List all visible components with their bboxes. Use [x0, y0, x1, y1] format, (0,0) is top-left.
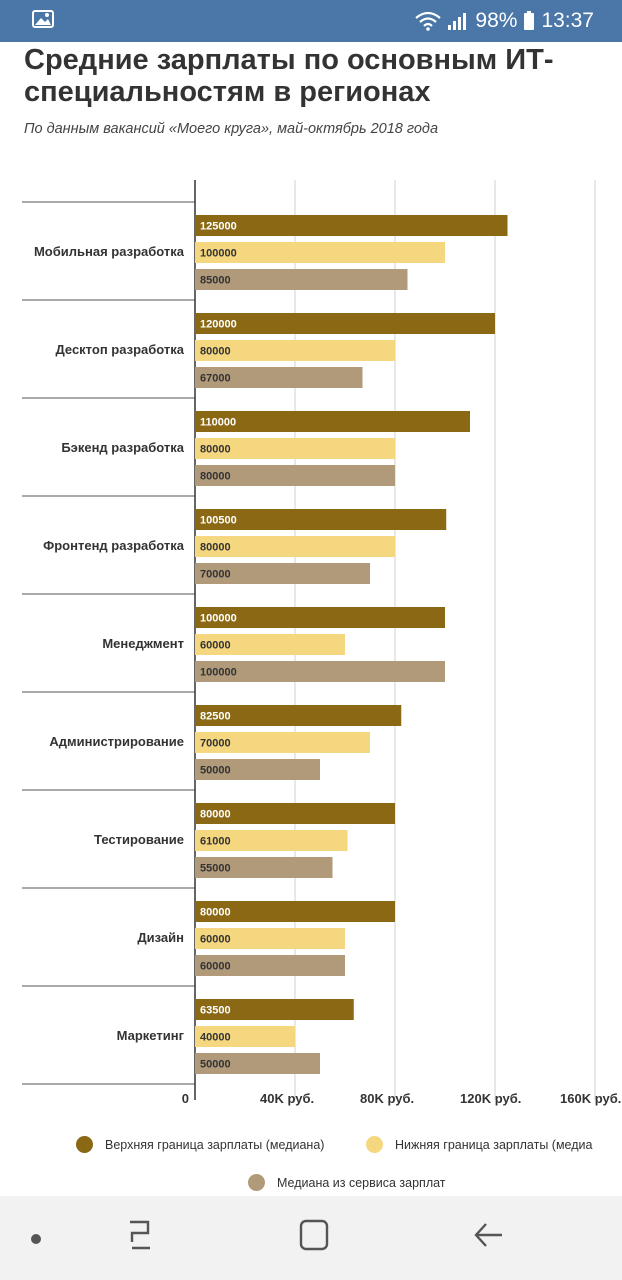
category-label: Мобильная разработка	[34, 244, 185, 259]
back-icon[interactable]	[472, 1218, 504, 1257]
bar-value-label: 60000	[200, 934, 231, 946]
status-bar: 98% 13:37	[0, 0, 622, 42]
bar	[195, 928, 345, 949]
status-left	[32, 9, 54, 33]
bar	[195, 634, 345, 655]
clock: 13:37	[541, 9, 594, 32]
bar-value-label: 85000	[200, 275, 231, 287]
bar	[195, 607, 445, 628]
bar-value-label: 120000	[200, 319, 237, 331]
bar-value-label: 100500	[200, 515, 237, 527]
bar	[195, 411, 470, 432]
bar	[195, 1053, 320, 1074]
bar	[195, 901, 395, 922]
category-label: Дизайн	[137, 930, 184, 945]
bar	[195, 1026, 295, 1047]
category-label: Бэкенд разработка	[61, 440, 184, 455]
bar	[195, 367, 363, 388]
bar-value-label: 80000	[200, 907, 231, 919]
bar-value-label: 100000	[200, 248, 237, 260]
bar	[195, 803, 395, 824]
status-right: 98% 13:37	[415, 9, 594, 33]
chart-subtitle: По данным вакансий «Моего круга», май-ок…	[24, 121, 439, 137]
bar	[195, 830, 348, 851]
bar-value-label: 50000	[200, 765, 231, 777]
salary-bar-chart: Мобильная разработка 125000 100000 85000 Дес…	[22, 180, 621, 1106]
category-label: Маркетинг	[117, 1028, 185, 1043]
bar-value-label: 80000	[200, 444, 231, 456]
chart-legend: Верхняя граница зарплаты (медиана) Нижня…	[0, 1128, 622, 1194]
bar-value-label: 60000	[200, 640, 231, 652]
bar-value-label: 80000	[200, 542, 231, 554]
x-tick-label: 120K руб.	[460, 1091, 521, 1106]
category-label: Десктоп разработка	[55, 342, 184, 357]
legend-item-upper: Верхняя граница зарплаты (медиана)	[76, 1136, 324, 1153]
x-tick-label: 160K руб.	[560, 1091, 621, 1106]
legend-item-service: Медиана из сервиса зарплат	[248, 1174, 446, 1191]
bar-value-label: 80000	[200, 346, 231, 358]
signal-icon	[447, 11, 469, 31]
bar-value-label: 70000	[200, 569, 231, 581]
bar-value-label: 60000	[200, 961, 231, 973]
bar	[195, 759, 320, 780]
bar	[195, 465, 395, 486]
bar-value-label: 82500	[200, 711, 231, 723]
bar	[195, 563, 370, 584]
bar-value-label: 100000	[200, 613, 237, 625]
bar	[195, 732, 370, 753]
gallery-icon	[32, 9, 54, 33]
bar-value-label: 125000	[200, 221, 237, 233]
bar-value-label: 100000	[200, 667, 237, 679]
bar	[195, 269, 408, 290]
legend-swatch-lower	[366, 1136, 383, 1153]
category-label: Менеджмент	[102, 636, 184, 651]
legend-swatch-upper	[76, 1136, 93, 1153]
recent-apps-icon[interactable]	[124, 1218, 156, 1257]
legend-label-upper: Верхняя граница зарплаты (медиана)	[105, 1137, 325, 1152]
bar	[195, 955, 345, 976]
bar	[195, 536, 395, 557]
bar-value-label: 40000	[200, 1032, 231, 1044]
bar	[195, 509, 447, 530]
bar	[195, 215, 508, 236]
legend-swatch-service	[248, 1174, 265, 1191]
bar	[195, 313, 495, 334]
bar	[195, 705, 402, 726]
bar-value-label: 80000	[200, 809, 231, 821]
wifi-icon	[415, 11, 442, 31]
bar-value-label: 61000	[200, 836, 231, 848]
bar-value-label: 55000	[200, 863, 231, 875]
bar-value-label: 80000	[200, 471, 231, 483]
bar-value-label: 110000	[200, 417, 236, 429]
bar	[195, 661, 445, 682]
x-tick-label: 80K руб.	[360, 1091, 414, 1106]
battery-percent: 98%	[475, 9, 518, 32]
bar-value-label: 67000	[200, 373, 231, 385]
legend-label-lower: Нижняя граница зарплаты (медиа	[395, 1137, 593, 1152]
bar	[195, 999, 354, 1020]
category-label: Тестирование	[94, 832, 184, 847]
battery-icon	[523, 11, 535, 31]
bar	[195, 438, 395, 459]
category-label: Администрирование	[49, 734, 184, 749]
bar-value-label: 63500	[200, 1005, 231, 1017]
home-icon[interactable]	[298, 1218, 330, 1257]
chart-title: Средние зарплаты по основным ИТ-специаль…	[24, 44, 554, 108]
legend-item-lower: Нижняя граница зарплаты (медиа	[366, 1136, 592, 1153]
legend-label-service: Медиана из сервиса зарплат	[277, 1175, 446, 1190]
bar-value-label: 50000	[200, 1059, 231, 1071]
bar-value-label: 70000	[200, 738, 231, 750]
bar	[195, 857, 333, 878]
bar	[195, 340, 395, 361]
x-tick-label: 0	[182, 1091, 189, 1106]
category-label: Фронтенд разработка	[43, 538, 185, 553]
home-dot-icon[interactable]	[30, 1232, 42, 1250]
navigation-bar	[0, 1196, 622, 1280]
x-tick-label: 40K руб.	[260, 1091, 314, 1106]
bar	[195, 242, 445, 263]
